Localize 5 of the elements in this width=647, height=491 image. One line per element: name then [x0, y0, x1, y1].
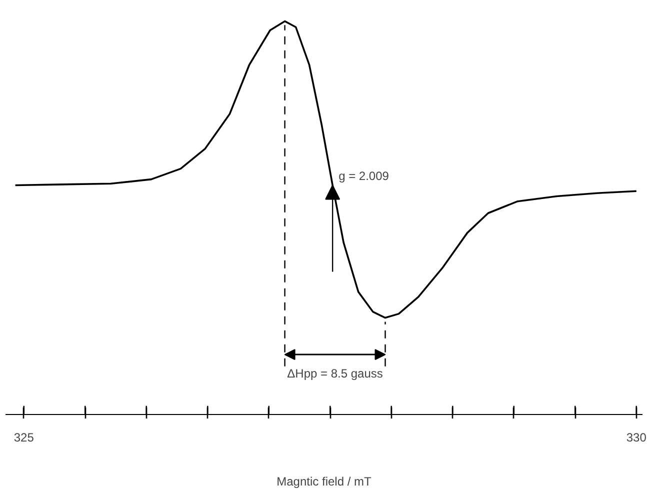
- annotation: ΔHpp = 8.5 gauss: [287, 366, 383, 381]
- annotation: g = 2.009: [338, 169, 390, 184]
- x-tick-label: 330: [626, 430, 647, 444]
- x-axis-title: Magntic field / mT: [276, 474, 372, 488]
- x-tick-label: 325: [14, 430, 34, 444]
